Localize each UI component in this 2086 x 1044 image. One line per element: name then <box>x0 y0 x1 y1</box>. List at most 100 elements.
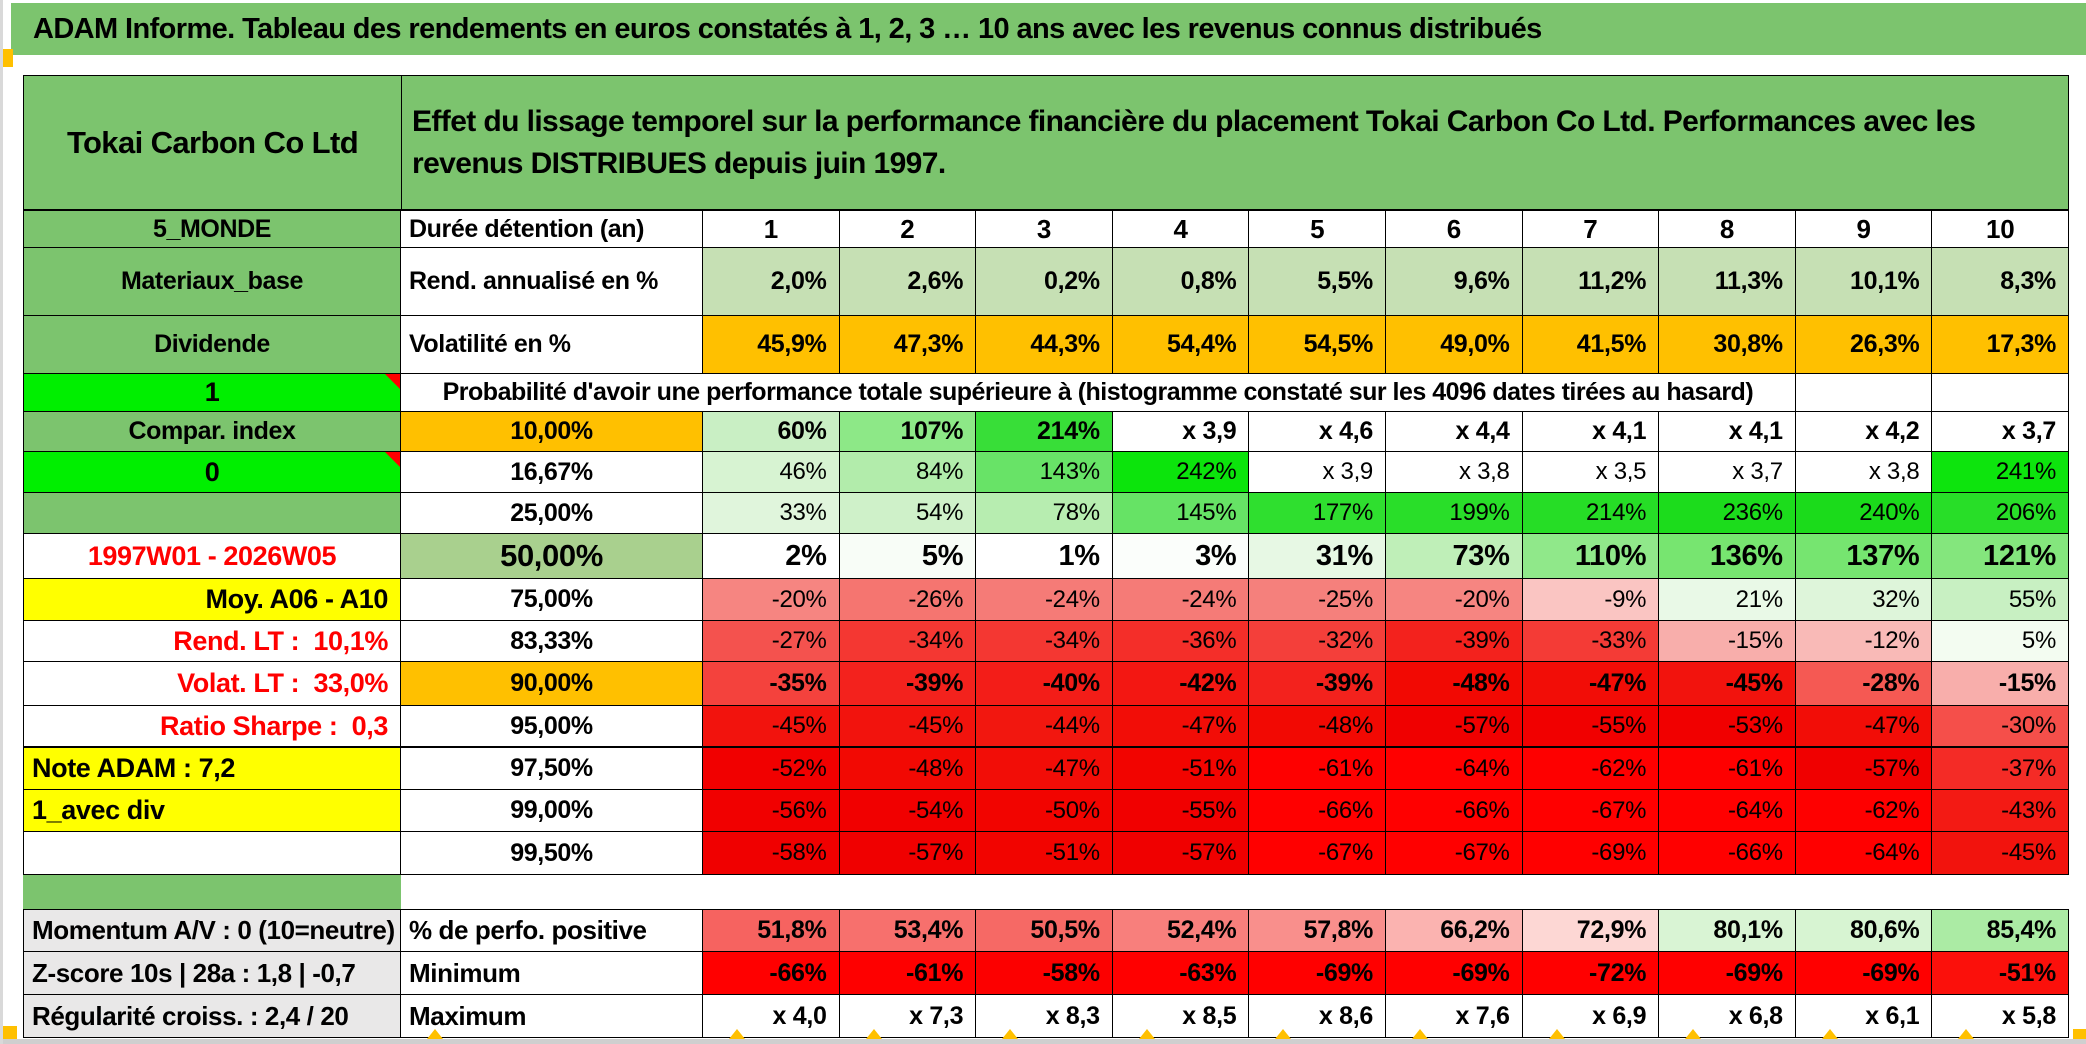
data-cell: -64% <box>1386 748 1523 790</box>
empty-cell <box>1932 374 2069 412</box>
empty-cell <box>1795 374 1933 412</box>
data-cell: -26% <box>839 579 977 621</box>
data-cell: x 8,5 <box>1112 995 1250 1038</box>
data-cell: x 3,9 <box>1112 412 1250 452</box>
orange-tick-icon <box>1275 1029 1292 1039</box>
data-cell: -69% <box>1386 952 1523 995</box>
data-cell: 5,5% <box>1249 248 1386 316</box>
data-cell: -61% <box>839 952 977 995</box>
data-cell: -64% <box>1659 790 1796 832</box>
data-cell: 214% <box>1522 493 1660 534</box>
row-header: 99,00% <box>401 790 703 832</box>
data-cell: -54% <box>839 790 977 832</box>
data-cell: 50,5% <box>976 909 1113 952</box>
data-cell: x 3,8 <box>1795 452 1933 493</box>
table-row: Compar. index 10,00% 60% 107% 214% x 3,9 x 4,6… <box>23 412 2069 452</box>
row-label: 1 <box>23 374 401 412</box>
data-cell: x 3,5 <box>1522 452 1660 493</box>
table-row: 1_avec div 99,00% -56% -54% -50% -55% -66% -66%… <box>23 790 2069 832</box>
table-row: 0 16,67% 46% 84% 143% 242% x 3,9 x 3,8 x 3,5 x 3,… <box>23 452 2069 493</box>
row-header: % de perfo. positive <box>401 909 703 952</box>
data-cell: 11,3% <box>1659 248 1796 316</box>
data-cell: -12% <box>1795 621 1933 662</box>
table-row: Z-score 10s | 28a : 1,8 | -0,7 Minimum -66… <box>23 952 2069 995</box>
data-cell: 52,4% <box>1112 909 1250 952</box>
data-cell: 26,3% <box>1795 316 1933 374</box>
instrument-name: Tokai Carbon Co Ltd <box>23 75 401 210</box>
data-cell: -24% <box>1112 579 1250 621</box>
row-label: 1997W01 - 2026W05 <box>23 534 401 579</box>
data-cell: 3% <box>1112 534 1250 579</box>
data-cell: -53% <box>1659 706 1796 748</box>
data-cell: -55% <box>1522 706 1660 748</box>
data-cell: 32% <box>1795 579 1933 621</box>
row-header: 90,00% <box>401 662 703 706</box>
data-cell: 2 <box>839 210 977 248</box>
report-description: Effet du lissage temporel sur la perform… <box>401 75 2069 210</box>
data-cell: -66% <box>1659 832 1796 875</box>
data-cell: -48% <box>839 748 977 790</box>
row-header: Rend. annualisé en % <box>401 248 703 316</box>
data-cell: 2% <box>703 534 840 579</box>
data-cell: 54% <box>839 493 977 534</box>
data-cell: 110% <box>1522 534 1660 579</box>
data-cell: -69% <box>1522 832 1660 875</box>
data-cell: -9% <box>1522 579 1660 621</box>
data-cell: -48% <box>1249 706 1386 748</box>
data-cell: 41,5% <box>1522 316 1660 374</box>
data-cell: 55% <box>1932 579 2069 621</box>
data-cell: -66% <box>703 952 840 995</box>
row-label: Moy. A06 - A10 <box>23 579 401 621</box>
row-label: Régularité croiss. : 2,4 / 20 <box>23 995 401 1038</box>
data-cell: -66% <box>1249 790 1386 832</box>
table-row: Moy. A06 - A10 75,00% -20% -26% -24% -24% -25%… <box>23 579 2069 621</box>
row-header: 75,00% <box>401 579 703 621</box>
row-label: Volat. LT : 33,0% <box>23 662 401 706</box>
data-cell: -30% <box>1932 706 2069 748</box>
header-block: Tokai Carbon Co Ltd Effet du lissage tem… <box>23 75 2069 210</box>
data-cell: 44,3% <box>976 316 1113 374</box>
row-label: Dividende <box>23 316 401 374</box>
performance-table: 5_MONDE Durée détention (an) 1 2 3 4 5 6 7 8 9 10 Ma… <box>23 210 2069 1038</box>
orange-tick-icon <box>1138 1029 1155 1039</box>
data-cell: 11,2% <box>1522 248 1660 316</box>
table-row: 1 Probabilité d'avoir une performance tot… <box>23 374 2069 412</box>
row-header: 99,50% <box>401 832 703 875</box>
data-cell: 85,4% <box>1932 909 2069 952</box>
data-cell: -45% <box>1659 662 1796 706</box>
data-cell: -47% <box>1522 662 1660 706</box>
data-cell: x 8,3 <box>976 995 1113 1038</box>
table-row: Volat. LT : 33,0% 90,00% -35% -39% -40% -42% -… <box>23 662 2069 706</box>
data-cell: 54,4% <box>1112 316 1250 374</box>
data-cell: 78% <box>976 493 1113 534</box>
data-cell: 45,9% <box>703 316 840 374</box>
data-cell: -45% <box>1932 832 2069 875</box>
row-label <box>23 832 401 875</box>
data-cell: -67% <box>1386 832 1523 875</box>
data-cell: 73% <box>1386 534 1523 579</box>
row-header: 95,00% <box>401 706 703 748</box>
data-cell: 80,6% <box>1795 909 1933 952</box>
row-header: Maximum <box>401 995 703 1038</box>
data-cell: -57% <box>839 832 977 875</box>
data-cell: x 7,6 <box>1386 995 1523 1038</box>
data-cell: -24% <box>976 579 1113 621</box>
data-cell: 199% <box>1386 493 1523 534</box>
data-cell: -47% <box>976 748 1113 790</box>
row-header: 10,00% <box>401 412 703 452</box>
data-cell: -32% <box>1249 621 1386 662</box>
orange-tick-icon <box>1412 1029 1428 1039</box>
data-cell: -63% <box>1112 952 1250 995</box>
data-cell: x 5,8 <box>1932 995 2069 1038</box>
row-label: Rend. LT : 10,1% <box>23 621 401 662</box>
table-row: Materiaux_base Rend. annualisé en % 2,0% 2,… <box>23 248 2069 316</box>
data-cell: 10 <box>1932 210 2069 248</box>
data-cell: -67% <box>1522 790 1660 832</box>
table-row: 25,00% 33% 54% 78% 145% 177% 199% 214% 236% 240% 2… <box>23 493 2069 534</box>
data-cell: -45% <box>703 706 840 748</box>
data-cell: x 6,1 <box>1795 995 1933 1038</box>
report-description-text: Effet du lissage temporel sur la perform… <box>412 105 1976 180</box>
data-cell: -34% <box>976 621 1113 662</box>
data-cell: 51,8% <box>703 909 840 952</box>
data-cell: -50% <box>976 790 1113 832</box>
